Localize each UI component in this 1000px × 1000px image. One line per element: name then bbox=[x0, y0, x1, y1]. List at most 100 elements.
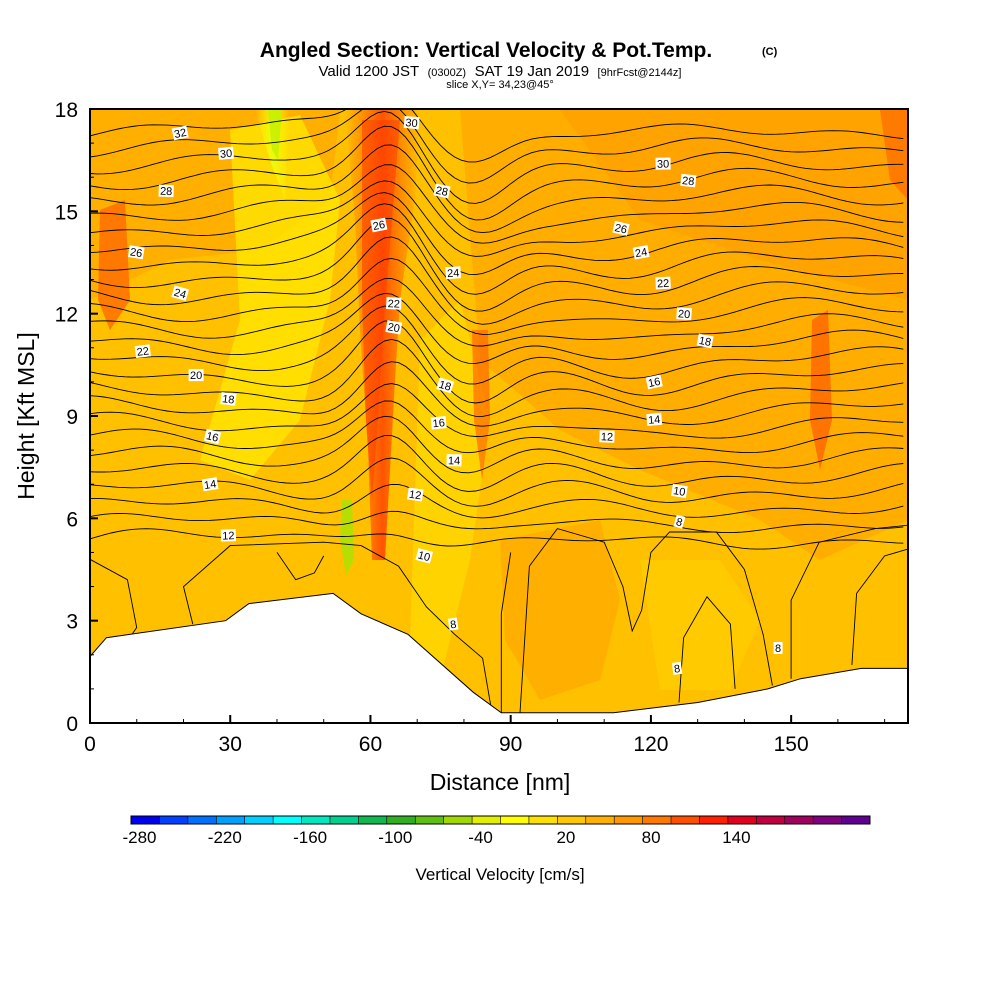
isotherm-label-text: 14 bbox=[203, 478, 217, 492]
plot-area: 32 30 28 26 24 22 20 18 16 14 12 30 28 26 24 22 20 18 16 14… bbox=[90, 109, 908, 723]
isotherm-label: 10 bbox=[415, 548, 433, 564]
isotherm-label: 8 bbox=[447, 617, 459, 632]
subtitle-date: SAT 19 Jan 2019 bbox=[475, 63, 590, 80]
isotherm-label-bg bbox=[385, 320, 403, 335]
isotherm-line bbox=[90, 257, 904, 335]
isotherm-label: 8 bbox=[671, 661, 683, 676]
isotherm-line bbox=[90, 236, 904, 325]
isotherm-line bbox=[90, 217, 904, 312]
isotherm-label-bg bbox=[696, 333, 714, 349]
isotherm-label-bg bbox=[655, 157, 671, 170]
isotherm-line bbox=[90, 192, 904, 276]
lower-contour bbox=[790, 524, 908, 679]
isotherm-label: 28 bbox=[680, 173, 697, 188]
isotherm-label-bg bbox=[385, 297, 402, 310]
isotherm-label-text: 28 bbox=[160, 186, 173, 198]
isotherm-label-bg bbox=[673, 514, 686, 529]
isotherm-label: 10 bbox=[671, 483, 688, 499]
colorbar-tick-label: 20 bbox=[556, 828, 575, 847]
velocity-patch-updraft-core-inner bbox=[362, 120, 400, 500]
x-tick-label: 0 bbox=[84, 733, 96, 756]
isotherm-label: 24 bbox=[632, 245, 650, 260]
lower-contour bbox=[851, 548, 908, 666]
isotherm-label-bg bbox=[415, 548, 433, 564]
velocity-patch-updraft-mid bbox=[472, 330, 490, 480]
lower-contours bbox=[90, 524, 908, 713]
isotherm-line bbox=[90, 180, 904, 257]
y-tick-label: 9 bbox=[66, 406, 78, 429]
isotherm-label-text: 28 bbox=[435, 185, 449, 199]
isotherm-label-bg bbox=[433, 183, 451, 199]
velocity-patch-low-yellow bbox=[640, 560, 760, 690]
isotherm-line bbox=[90, 320, 904, 404]
isotherm-label-bg bbox=[188, 369, 204, 382]
isotherm-label-bg bbox=[773, 642, 783, 654]
chart-subtitle-slice: slice X,Y= 34,23@45° bbox=[446, 79, 554, 91]
colorbar-title: Vertical Velocity [cm/s] bbox=[415, 865, 584, 884]
colorbar bbox=[130, 815, 871, 825]
y-axis-ticks: 0 3 6 9 12 15 18 bbox=[55, 99, 98, 736]
isotherm-label-text: 16 bbox=[205, 430, 220, 445]
isotherm-label-bg bbox=[646, 412, 663, 427]
isotherm-label-text: 20 bbox=[387, 321, 401, 335]
isotherm-line bbox=[90, 435, 904, 492]
subtitle-forecast: [9hrFcst@2144z] bbox=[598, 67, 682, 79]
isotherm-label: 12 bbox=[220, 529, 237, 543]
isotherm-label: 16 bbox=[645, 374, 663, 390]
subtitle-zulu: (0300Z) bbox=[428, 67, 467, 79]
isotherm-line bbox=[90, 125, 904, 221]
isotherm-label-text: 22 bbox=[657, 278, 670, 291]
colorbar-swatch bbox=[841, 816, 871, 824]
isotherm-line bbox=[90, 415, 904, 474]
isotherm-label: 16 bbox=[203, 428, 222, 445]
isotherm-line bbox=[90, 361, 904, 427]
isotherm-line bbox=[90, 483, 904, 519]
velocity-patch-orange-upper bbox=[560, 110, 908, 300]
isotherm-line bbox=[90, 292, 904, 364]
colorbar-tick-label: -100 bbox=[378, 828, 412, 847]
colorbar-tick-label: -220 bbox=[208, 828, 242, 847]
isotherm-label-text: 30 bbox=[405, 117, 418, 130]
x-tick-label: 60 bbox=[359, 733, 382, 756]
isotherm-label-bg bbox=[220, 529, 237, 542]
isotherm-label-bg bbox=[370, 217, 388, 233]
velocity-patch-updraft-west bbox=[98, 200, 130, 330]
isotherm-label: 12 bbox=[599, 430, 615, 444]
y-tick-label: 0 bbox=[66, 713, 78, 736]
isotherm-label-bg bbox=[671, 483, 688, 499]
isotherm-label-text: 10 bbox=[416, 549, 431, 564]
x-tick-label: 150 bbox=[774, 733, 809, 756]
colorbar-swatch bbox=[813, 816, 843, 824]
colorbar-swatch bbox=[415, 816, 445, 824]
colorbar-swatch bbox=[244, 816, 274, 824]
isotherm-line bbox=[90, 277, 904, 347]
isotherm-label: 22 bbox=[385, 297, 402, 311]
isotherm-label: 30 bbox=[655, 157, 671, 171]
y-axis-title: Height [Kft MSL] bbox=[13, 332, 39, 499]
isotherm-label-bg bbox=[447, 617, 459, 631]
colorbar-swatch bbox=[159, 816, 189, 824]
x-tick-label: 30 bbox=[219, 733, 242, 756]
lower-contour bbox=[276, 552, 325, 581]
isotherm-label-text: 30 bbox=[657, 158, 669, 170]
isotherm-label-bg bbox=[612, 220, 630, 236]
isotherm-label-text: 10 bbox=[672, 485, 686, 499]
colorbar-swatch bbox=[671, 816, 700, 824]
isotherm-line bbox=[90, 383, 904, 439]
isotherm-label-text: 8 bbox=[449, 619, 457, 632]
x-axis-title: Distance [nm] bbox=[430, 769, 571, 795]
isotherm-label-bg bbox=[430, 416, 447, 430]
isotherm-label-text: 16 bbox=[432, 417, 445, 430]
y-tick-label: 18 bbox=[55, 99, 78, 122]
isotherm-label-text: 16 bbox=[647, 376, 661, 390]
colorbar-swatch bbox=[528, 816, 558, 824]
isotherm-label-bg bbox=[676, 307, 693, 321]
lower-contour bbox=[500, 552, 512, 713]
isotherm-label-text: 24 bbox=[172, 287, 187, 302]
isotherm-label-text: 20 bbox=[678, 308, 691, 321]
isotherm-label-bg bbox=[680, 173, 697, 188]
colorbar-swatch bbox=[699, 816, 729, 824]
colorbar-swatch bbox=[329, 816, 359, 824]
x-tick-label: 90 bbox=[499, 733, 522, 756]
